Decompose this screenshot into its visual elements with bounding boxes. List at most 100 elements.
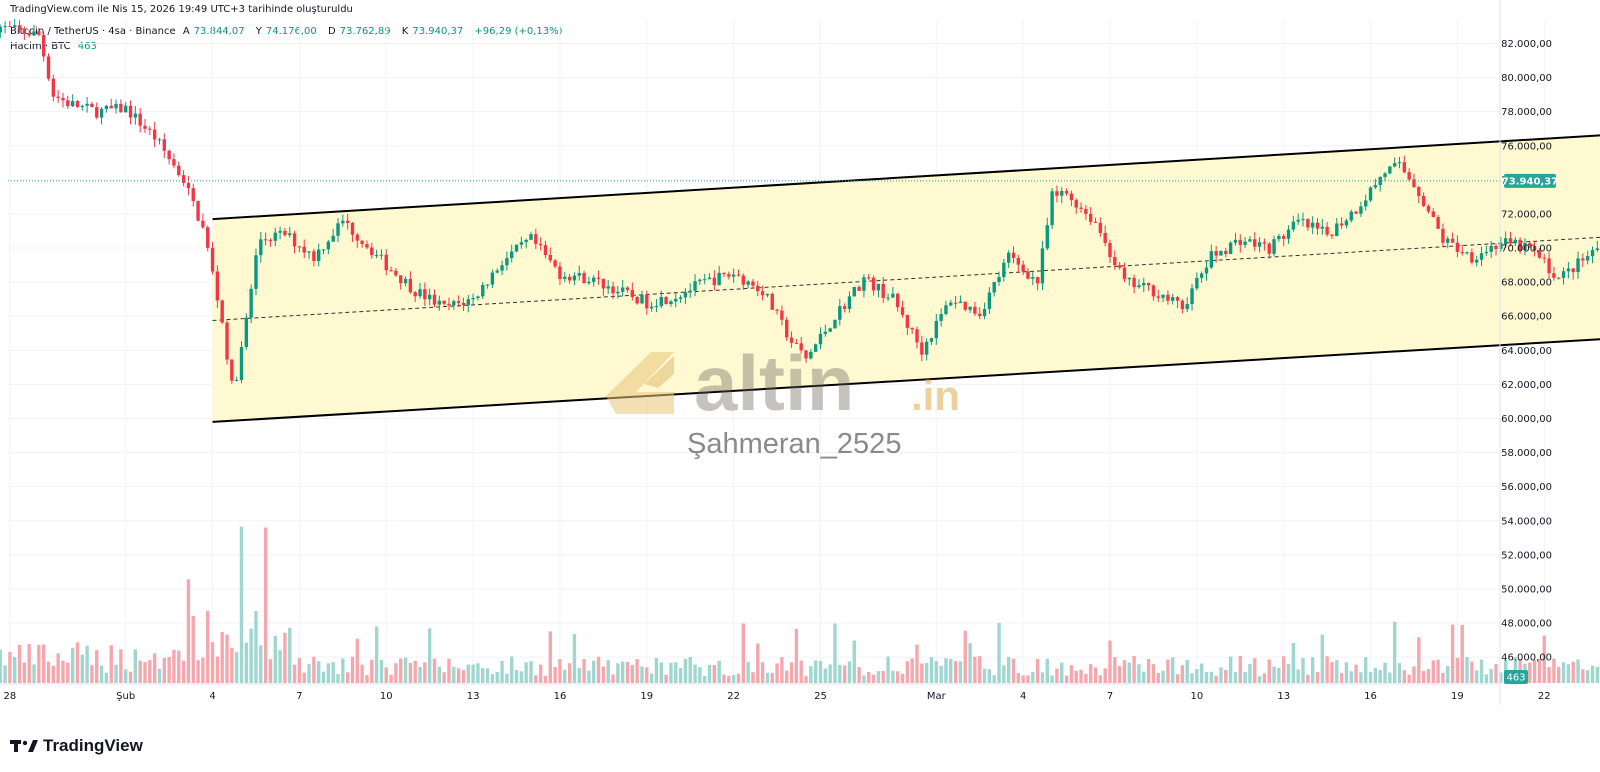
candle-body bbox=[1171, 297, 1175, 301]
volume-bar bbox=[645, 667, 649, 683]
candle-body bbox=[1021, 264, 1025, 272]
volume-bar bbox=[1185, 659, 1189, 683]
candle-body bbox=[355, 234, 359, 241]
symbol-legend[interactable]: Bitcoin / TetherUS · 4sa · Binance A 73.8… bbox=[10, 26, 567, 37]
volume-bar bbox=[331, 662, 335, 683]
candle-body bbox=[688, 290, 692, 293]
tradingview-brand[interactable]: TradingView bbox=[10, 736, 143, 756]
candle-body bbox=[1335, 223, 1339, 236]
volume-bar bbox=[152, 653, 157, 683]
volume-bar bbox=[1359, 672, 1363, 683]
candle-body bbox=[963, 301, 967, 310]
volume-bar bbox=[674, 662, 678, 683]
volume-bar bbox=[292, 664, 297, 683]
candle-body bbox=[399, 275, 403, 284]
volume-bar bbox=[230, 647, 234, 683]
candle-body bbox=[403, 278, 408, 284]
volume-bar bbox=[693, 664, 697, 683]
volume-bar bbox=[1301, 658, 1305, 683]
candle-body bbox=[109, 105, 113, 109]
volume-bar bbox=[1171, 657, 1175, 683]
candle-body bbox=[423, 289, 427, 300]
candle-body bbox=[37, 31, 41, 35]
volume-bar bbox=[1499, 672, 1503, 683]
candle-body bbox=[1465, 252, 1469, 254]
candle-body bbox=[1224, 250, 1228, 254]
time-tick-label: 16 bbox=[1364, 691, 1377, 702]
candle-body bbox=[548, 255, 552, 261]
candle-body bbox=[157, 139, 162, 141]
volume-bar bbox=[1113, 657, 1117, 683]
volume-bar bbox=[592, 660, 596, 683]
candle-body bbox=[939, 314, 943, 321]
low-value: 73.762,89 bbox=[339, 26, 391, 37]
candle-body bbox=[1267, 243, 1271, 254]
volume-bar bbox=[958, 661, 963, 683]
candle-body bbox=[1006, 252, 1011, 263]
volume-bar bbox=[953, 661, 958, 683]
volume-bar bbox=[172, 649, 176, 683]
volume-bar bbox=[90, 665, 94, 683]
time-tick-label: 19 bbox=[1451, 691, 1464, 702]
volume-bar bbox=[1151, 664, 1156, 683]
candle-body bbox=[1426, 206, 1431, 212]
volume-bar bbox=[978, 656, 982, 683]
candle-body bbox=[649, 306, 654, 309]
candle-body bbox=[982, 308, 987, 317]
candle-body bbox=[413, 292, 417, 297]
symbol-name: Bitcoin / TetherUS · 4sa · Binance bbox=[10, 26, 176, 37]
candle-body bbox=[847, 296, 852, 309]
volume-bar bbox=[210, 642, 215, 683]
candle-body bbox=[717, 272, 721, 286]
volume-bar bbox=[80, 654, 84, 683]
volume-bar bbox=[1045, 658, 1049, 683]
candle-body bbox=[1542, 257, 1546, 259]
volume-bar bbox=[794, 628, 799, 683]
price-tick-label: 64.000,00 bbox=[1501, 346, 1552, 357]
volume-bar bbox=[1156, 672, 1160, 683]
candle-body bbox=[466, 299, 470, 306]
volume-bar bbox=[1373, 667, 1378, 683]
candle-body bbox=[1243, 241, 1247, 245]
candle-body bbox=[1026, 271, 1030, 279]
volume-legend[interactable]: Hacim · BTC 463 bbox=[10, 41, 101, 52]
candle-body bbox=[1373, 185, 1378, 188]
price-tick-label: 46.000,00 bbox=[1501, 653, 1552, 664]
volume-bar bbox=[1310, 657, 1315, 683]
price-tick-label: 66.000,00 bbox=[1501, 312, 1552, 323]
volume-bar bbox=[1262, 673, 1267, 683]
volume-bar bbox=[823, 668, 828, 683]
candle-body bbox=[249, 288, 253, 318]
candle-body bbox=[288, 233, 292, 236]
volume-bar bbox=[842, 665, 847, 683]
candle-body bbox=[857, 286, 861, 291]
volume-value: 463 bbox=[77, 41, 97, 52]
candle-body bbox=[529, 234, 533, 240]
volume-bar bbox=[1547, 667, 1551, 683]
volume-bar bbox=[538, 664, 543, 683]
candle-body bbox=[635, 297, 639, 304]
volume-bar bbox=[0, 649, 2, 683]
volume-bar bbox=[321, 671, 326, 683]
volume-bar bbox=[1089, 664, 1093, 683]
volume-bar bbox=[1195, 668, 1199, 683]
candle-body bbox=[41, 34, 46, 57]
volume-bar bbox=[1277, 667, 1281, 683]
volume-bar bbox=[56, 653, 60, 683]
volume-bar bbox=[138, 660, 142, 683]
volume-bar bbox=[563, 669, 567, 683]
low-label: D bbox=[327, 26, 336, 37]
volume-bar bbox=[785, 670, 789, 683]
volume-bar bbox=[915, 644, 919, 683]
volume-bar bbox=[567, 663, 572, 683]
candle-body bbox=[1561, 271, 1566, 278]
volume-bar bbox=[698, 667, 702, 683]
volume-bar bbox=[558, 659, 562, 683]
candle-body bbox=[1272, 239, 1276, 254]
candle-body bbox=[765, 293, 770, 296]
candle-body bbox=[1002, 262, 1006, 278]
time-tick-label: Mar bbox=[927, 691, 947, 702]
candle-body bbox=[698, 279, 702, 282]
price-tick-label: 80.000,00 bbox=[1501, 73, 1552, 84]
